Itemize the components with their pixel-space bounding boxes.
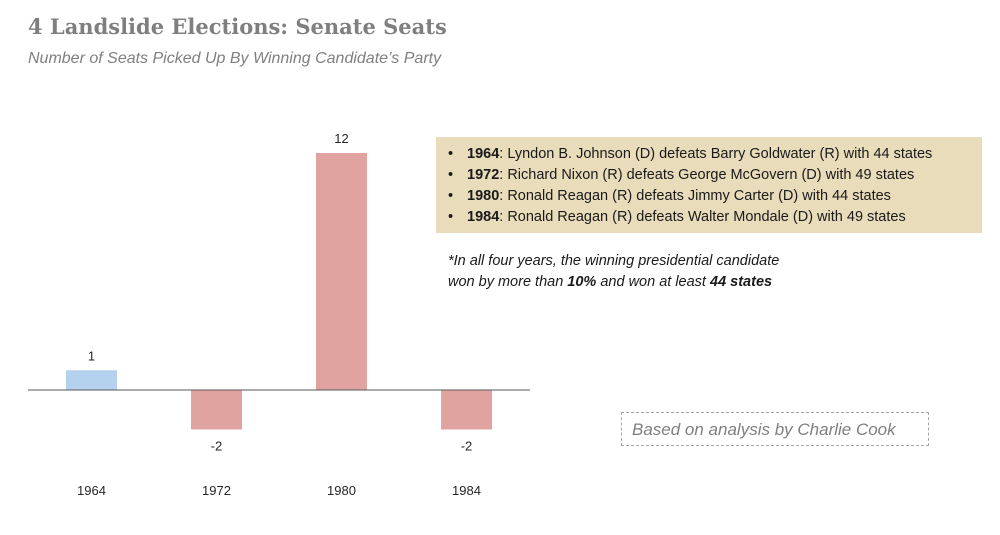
- footnote: *In all four years, the winning presiden…: [448, 251, 779, 293]
- chart-title: 4 Landslide Elections: Senate Seats: [28, 14, 447, 39]
- source-credit-box: Based on analysis by Charlie Cook: [621, 412, 929, 446]
- election-item-1984: • 1984: Ronald Reagan (R) defeats Walter …: [448, 209, 906, 225]
- data-label-1964: 1: [88, 348, 95, 363]
- election-item-1980: • 1980: Ronald Reagan (R) defeats Jimmy C…: [448, 188, 891, 204]
- bar-1980: [316, 153, 367, 390]
- x-tick-label-1964: 1964: [77, 483, 106, 498]
- x-tick-label-1972: 1972: [202, 483, 231, 498]
- elections-list: • 1964: Lyndon B. Johnson (D) defeats Bar…: [448, 144, 982, 228]
- bar-1984: [441, 390, 492, 430]
- chart-subtitle: Number of Seats Picked Up By Winning Can…: [28, 50, 442, 67]
- data-label-1972: -2: [211, 439, 223, 454]
- data-label-1984: -2: [461, 439, 473, 454]
- x-tick-label-1984: 1984: [452, 483, 481, 498]
- elections-info-box: • 1964: Lyndon B. Johnson (D) defeats Bar…: [436, 137, 982, 233]
- election-item-1972: • 1972: Richard Nixon (R) defeats George …: [448, 167, 915, 183]
- x-tick-label-1980: 1980: [327, 483, 356, 498]
- election-item-1964: • 1964: Lyndon B. Johnson (D) defeats Bar…: [448, 146, 933, 162]
- bar-1972: [191, 390, 242, 430]
- bar-1964: [66, 370, 117, 390]
- footnote-line-1: *In all four years, the winning presiden…: [448, 253, 780, 269]
- bar-chart: 1 1964 -2 1972 12 1980 -2 1984: [28, 131, 530, 498]
- footnote-line-2: won by more than 10% and won at least 44…: [448, 274, 773, 290]
- data-label-1980: 12: [334, 131, 348, 146]
